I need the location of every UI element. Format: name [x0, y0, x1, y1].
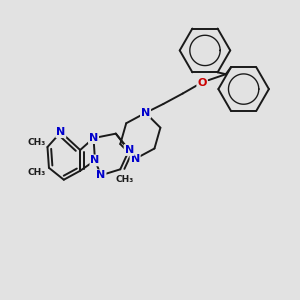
Text: N: N	[56, 127, 65, 137]
Text: CH₃: CH₃	[28, 138, 46, 147]
Text: CH₃: CH₃	[116, 175, 134, 184]
Text: N: N	[96, 170, 106, 180]
Text: CH₃: CH₃	[28, 168, 46, 177]
Text: N: N	[89, 133, 98, 143]
Text: N: N	[124, 145, 134, 155]
Text: O: O	[197, 78, 207, 88]
Text: N: N	[141, 108, 150, 118]
Text: N: N	[130, 154, 140, 164]
Text: N: N	[90, 155, 100, 165]
